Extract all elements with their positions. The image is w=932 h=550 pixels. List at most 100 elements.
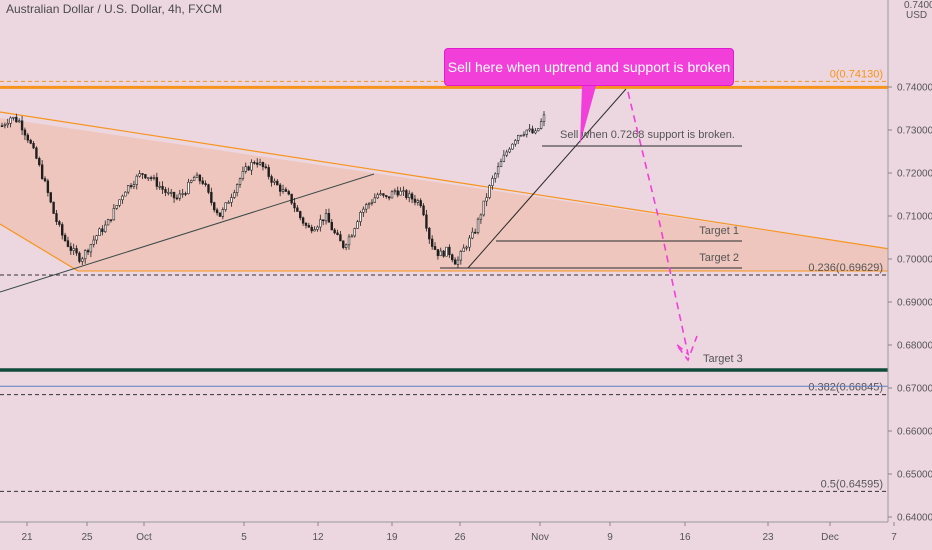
time-tick-label: 7 — [891, 532, 897, 543]
candle-body — [359, 212, 362, 222]
candle-body — [192, 177, 196, 181]
candle-body — [244, 166, 247, 172]
candle-body — [442, 250, 445, 257]
candle-body — [519, 134, 523, 137]
candle-body — [367, 203, 371, 205]
candle-body — [161, 185, 164, 190]
candle-body — [81, 258, 84, 262]
candle-body — [213, 202, 216, 211]
candle-body — [158, 185, 161, 188]
price-tick-label: 0.67000 — [897, 384, 932, 395]
time-tick-label: 26 — [454, 532, 466, 543]
price-tick-label: 0.70000 — [897, 255, 932, 266]
candle-body — [471, 231, 474, 239]
candle-body — [284, 189, 288, 192]
candle-body — [207, 184, 210, 193]
candle-body — [0, 125, 4, 127]
time-tick-label: 19 — [386, 532, 398, 543]
time-tick-label: 25 — [81, 532, 93, 543]
candle-body — [264, 166, 268, 169]
candle-body — [433, 246, 437, 250]
candle-body — [439, 250, 442, 257]
candle-body — [517, 135, 520, 141]
candle-body — [270, 176, 273, 183]
candle-body — [144, 174, 147, 179]
candle-body — [221, 209, 225, 217]
candle-body — [75, 248, 78, 254]
candle-body — [69, 246, 73, 251]
candle-body — [496, 166, 500, 175]
candle-body — [316, 226, 319, 230]
candle-body — [190, 180, 193, 183]
candle-body — [336, 232, 339, 235]
candle-body — [453, 259, 457, 265]
candle-body — [187, 181, 190, 195]
candle-body — [491, 178, 494, 186]
target3-label: Target 3 — [703, 353, 743, 365]
candle-body — [456, 259, 460, 265]
candle-body — [210, 192, 213, 203]
candle-body — [382, 193, 385, 196]
candle-body — [296, 207, 299, 212]
candle-body — [227, 202, 230, 204]
candle-body — [307, 225, 311, 228]
candle-body — [511, 143, 514, 150]
price-tick-label: 0.66000 — [897, 427, 932, 438]
candle-body — [204, 183, 207, 186]
candle-body — [313, 229, 316, 232]
candle-body — [230, 197, 233, 203]
candle-body — [396, 190, 399, 196]
candle-body — [528, 128, 531, 131]
candle-body — [399, 190, 402, 196]
candle-body — [238, 178, 242, 185]
candle-body — [9, 117, 12, 124]
candle-body — [155, 177, 159, 187]
candle-body — [218, 212, 222, 217]
rising-trendline — [0, 173, 375, 293]
candle-body — [525, 129, 528, 135]
time-tick-label: 23 — [762, 532, 774, 543]
candle-body — [72, 248, 75, 251]
candle-body — [370, 201, 374, 204]
time-tick-label: Nov — [531, 532, 549, 543]
triangle-left-edge — [0, 223, 79, 272]
candle-body — [281, 189, 285, 192]
candle-body — [353, 228, 356, 237]
candle-body — [350, 235, 354, 238]
candle-body — [135, 175, 138, 185]
candle-body — [61, 224, 64, 236]
candle-body — [235, 184, 239, 193]
candle-body — [462, 247, 465, 252]
price-axis-top-partial: 0.74000 — [904, 0, 932, 11]
candle-body — [402, 190, 405, 192]
target2-label: Target 2 — [699, 252, 739, 264]
candle-body — [376, 194, 379, 199]
candle-body — [147, 177, 150, 179]
candle-body — [479, 214, 483, 220]
candle-body — [86, 250, 90, 253]
candle-body — [387, 196, 391, 199]
candle-body — [149, 177, 153, 179]
candle-body — [327, 213, 331, 223]
candle-body — [379, 193, 382, 196]
price-tick-label: 0.72000 — [897, 169, 932, 180]
candle-body — [347, 236, 351, 246]
price-tick-label: 0.65000 — [897, 470, 932, 481]
candle-body — [201, 180, 204, 184]
candle-body — [290, 193, 293, 204]
candle-body — [385, 195, 388, 197]
candle-body — [502, 154, 506, 162]
candle-body — [115, 205, 118, 209]
candle-body — [126, 185, 130, 193]
candle-body — [356, 221, 359, 229]
triangle-pattern-fill — [0, 118, 890, 271]
candle-body — [132, 184, 136, 187]
candle-body — [20, 120, 24, 131]
candle-body — [508, 148, 511, 153]
triangle-upper-line — [0, 111, 891, 250]
candle-body — [542, 114, 546, 122]
candle-body — [46, 180, 50, 193]
candle-body — [224, 202, 227, 210]
candle-body — [256, 162, 259, 165]
